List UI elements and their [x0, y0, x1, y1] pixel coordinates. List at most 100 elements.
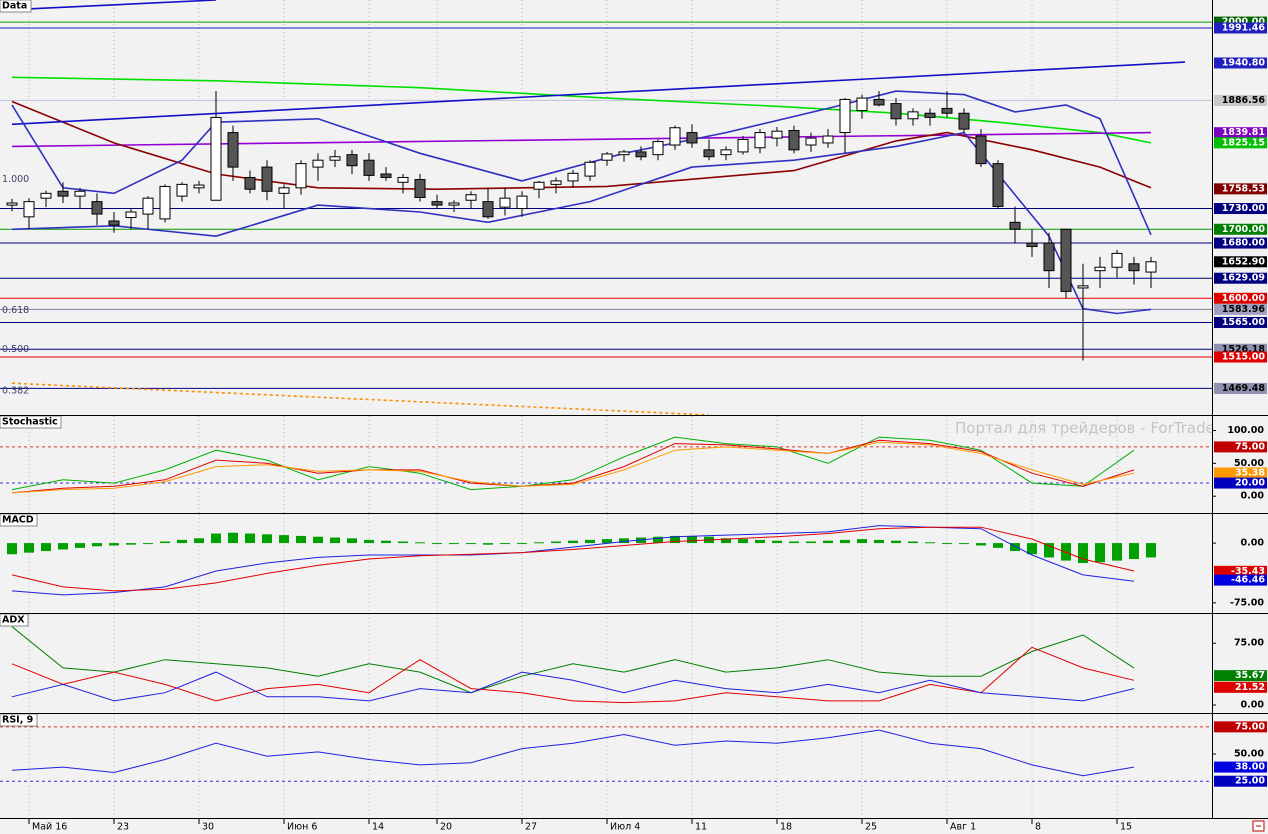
candle-body: [720, 149, 732, 156]
candle-body: [278, 187, 290, 194]
level-label-box: [1214, 237, 1267, 249]
overlay-line: [11, 76, 1152, 144]
candle-body: [431, 201, 443, 206]
level-label: 1469.48: [1222, 383, 1266, 394]
histogram-bar: [823, 540, 833, 544]
indicator-line: [11, 436, 1135, 491]
candle-body: [805, 137, 817, 146]
level-label-box: [1214, 292, 1267, 304]
y-tick-label: 0.00: [1241, 700, 1265, 711]
level-label-box: [1214, 351, 1267, 363]
candle-body: [6, 202, 18, 206]
panel-title: Data: [2, 1, 27, 12]
level-label: -46.46: [1231, 575, 1265, 586]
candle-body: [74, 190, 86, 197]
candle-body: [397, 176, 409, 183]
histogram-bar: [1044, 543, 1054, 558]
level-label-box: [1214, 57, 1267, 69]
level-label: 20.00: [1235, 478, 1265, 489]
candle-body: [1128, 263, 1140, 272]
level-label-box: [1214, 467, 1267, 479]
histogram-bar: [262, 534, 272, 544]
histogram-bar: [109, 543, 119, 546]
histogram-bar: [143, 543, 153, 545]
level-label-box: [1214, 441, 1267, 453]
histogram-bar: [942, 543, 952, 545]
histogram-bar: [432, 543, 442, 545]
candle-body: [210, 116, 222, 201]
level-label: 38.00: [1235, 762, 1265, 773]
panel: [7, 514, 1156, 613]
y-tick-label: 100.00: [1227, 425, 1264, 436]
candle-body: [856, 97, 868, 111]
level-label-box: [1214, 303, 1267, 315]
candle-body: [261, 166, 273, 192]
histogram-bar: [1027, 543, 1037, 555]
x-tick-label: 8: [1035, 822, 1041, 833]
y-tick-label: 50.00: [1234, 458, 1264, 469]
level-label: 1583.96: [1222, 304, 1266, 315]
candle-body: [703, 149, 715, 158]
histogram-bar: [959, 543, 969, 545]
candle-body: [635, 151, 647, 158]
candle-body: [584, 161, 596, 177]
x-tick-label: Авг 1: [950, 822, 976, 833]
candle-body: [788, 130, 800, 151]
histogram-bar: [738, 539, 748, 544]
candle-body: [23, 201, 35, 218]
candle-body: [958, 112, 970, 130]
panel-title: RSI, 9: [2, 715, 33, 726]
histogram-bar: [228, 532, 238, 544]
histogram-bar: [976, 543, 986, 546]
histogram-bar: [483, 543, 493, 545]
candle-body: [1060, 228, 1072, 292]
panel: [11, 614, 1135, 713]
level-label: 25.00: [1235, 776, 1265, 787]
level-label-box: [1214, 127, 1267, 139]
indicator-line: [11, 729, 1135, 777]
candle-body: [176, 183, 188, 197]
histogram-bar: [874, 539, 884, 544]
level-label: 1629.09: [1222, 273, 1265, 284]
level-label-box: [1214, 477, 1267, 489]
candle-body: [652, 141, 664, 156]
level-label-box: [1214, 272, 1267, 284]
histogram-bar: [466, 543, 476, 545]
candle-body: [567, 172, 579, 182]
candle-body: [499, 197, 511, 208]
histogram-bar: [993, 543, 1003, 548]
panel-title: Stochastic: [2, 417, 58, 428]
histogram-bar: [211, 533, 221, 544]
candle-body: [40, 192, 52, 199]
candle-body: [57, 190, 69, 197]
level-label-box: [1214, 382, 1267, 394]
histogram-bar: [500, 543, 510, 545]
level-label: 1700.00: [1222, 224, 1266, 235]
panel-title-box: [0, 0, 32, 13]
level-label: 1758.53: [1222, 183, 1265, 194]
time-axis: Май 16 23 30 Июн 6 14 20 27 Июл 4 11 18 25 Авг 1 8 15: [28, 819, 1132, 833]
candle-body: [754, 132, 766, 149]
histogram-bar: [721, 538, 731, 544]
level-label: 1839.81: [1222, 127, 1265, 138]
histogram-bar: [551, 541, 561, 544]
indicator-line: [11, 626, 1135, 694]
candle-body: [125, 211, 137, 219]
panel: Портал для трейдеров - ForTrader: [0, 416, 1212, 513]
x-tick-label: Июл 4: [610, 822, 640, 833]
candle-body: [890, 103, 902, 120]
histogram-bar: [1095, 543, 1105, 563]
histogram-bar: [619, 538, 629, 544]
histogram-bar: [772, 540, 782, 544]
candle-body: [873, 98, 885, 106]
candle-body: [550, 180, 562, 185]
indicator-line: [11, 441, 1135, 494]
candle-body: [380, 173, 392, 178]
histogram-bar: [245, 533, 255, 544]
level-label-box: [1214, 565, 1267, 577]
y-tick-label: 75.00: [1234, 638, 1264, 649]
candle-body: [465, 194, 477, 201]
histogram-bar: [1146, 543, 1156, 558]
histogram-bar: [687, 535, 697, 544]
candle-body: [737, 138, 749, 153]
